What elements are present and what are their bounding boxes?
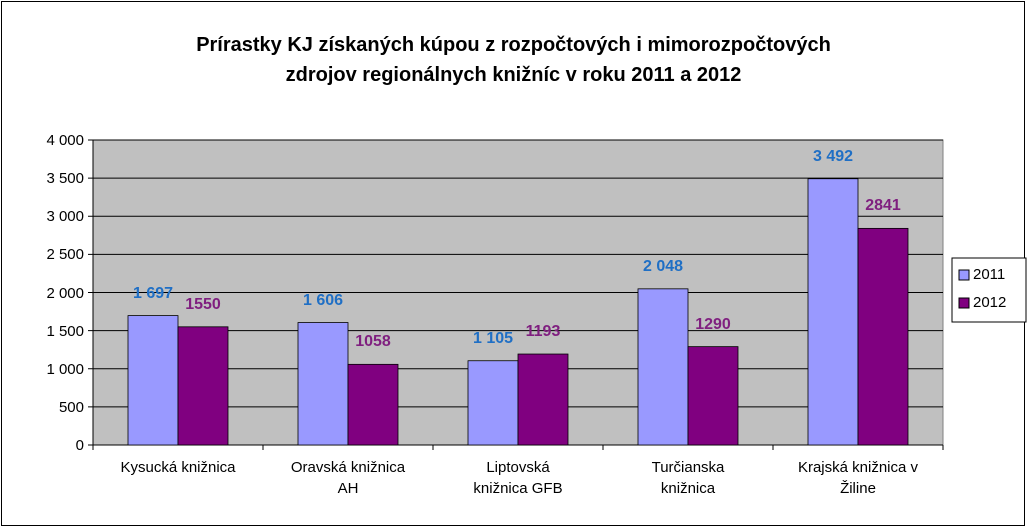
- y-tick-label: 3 000: [46, 208, 84, 226]
- data-label: 2 048: [642, 257, 684, 275]
- legend-label: 2011: [973, 266, 1006, 283]
- data-label: 2841: [865, 197, 901, 215]
- bar: [347, 363, 399, 446]
- legend-swatch: [958, 269, 970, 281]
- legend-box: [951, 257, 1027, 323]
- x-tick-label: Krajská knižnica v Žiline: [797, 459, 919, 497]
- y-tick-label: 1 000: [46, 360, 84, 378]
- data-label: 1 105: [472, 329, 514, 347]
- data-label: 3 492: [812, 147, 854, 165]
- bar: [807, 178, 859, 446]
- bar: [127, 315, 179, 446]
- bar: [687, 346, 739, 446]
- x-tick-label: Turčianska knižnica: [651, 459, 725, 497]
- bar: [857, 227, 909, 446]
- x-tick-label: Liptovská knižnica GFB: [473, 459, 563, 497]
- y-tick-label: 500: [58, 398, 84, 416]
- x-tick-label: Kysucká knižnica: [120, 459, 236, 476]
- data-label: 1550: [185, 295, 221, 313]
- bar: [637, 288, 689, 446]
- data-label: 1 697: [132, 284, 174, 302]
- bar: [467, 360, 519, 446]
- data-label: 1290: [695, 315, 731, 333]
- y-tick-label: 3 500: [46, 170, 84, 188]
- x-tick-label: Oravská knižnica AH: [290, 459, 406, 497]
- chart-title: Prírastky KJ získaných kúpou z rozpočtov…: [196, 34, 831, 86]
- bar: [297, 322, 349, 446]
- legend-label: 2012: [973, 294, 1007, 311]
- y-tick-label: 4 000: [46, 132, 84, 149]
- data-label: 1 606: [302, 291, 344, 309]
- y-tick-label: 0: [75, 437, 84, 454]
- y-tick-label: 2 500: [46, 246, 84, 264]
- y-tick-label: 2 000: [46, 284, 84, 302]
- data-label: 1058: [355, 333, 391, 351]
- bar: [177, 326, 229, 446]
- y-tick-label: 1 500: [46, 322, 84, 340]
- data-label: 1193: [525, 323, 561, 341]
- legend-swatch: [958, 297, 970, 309]
- bar: [517, 353, 569, 446]
